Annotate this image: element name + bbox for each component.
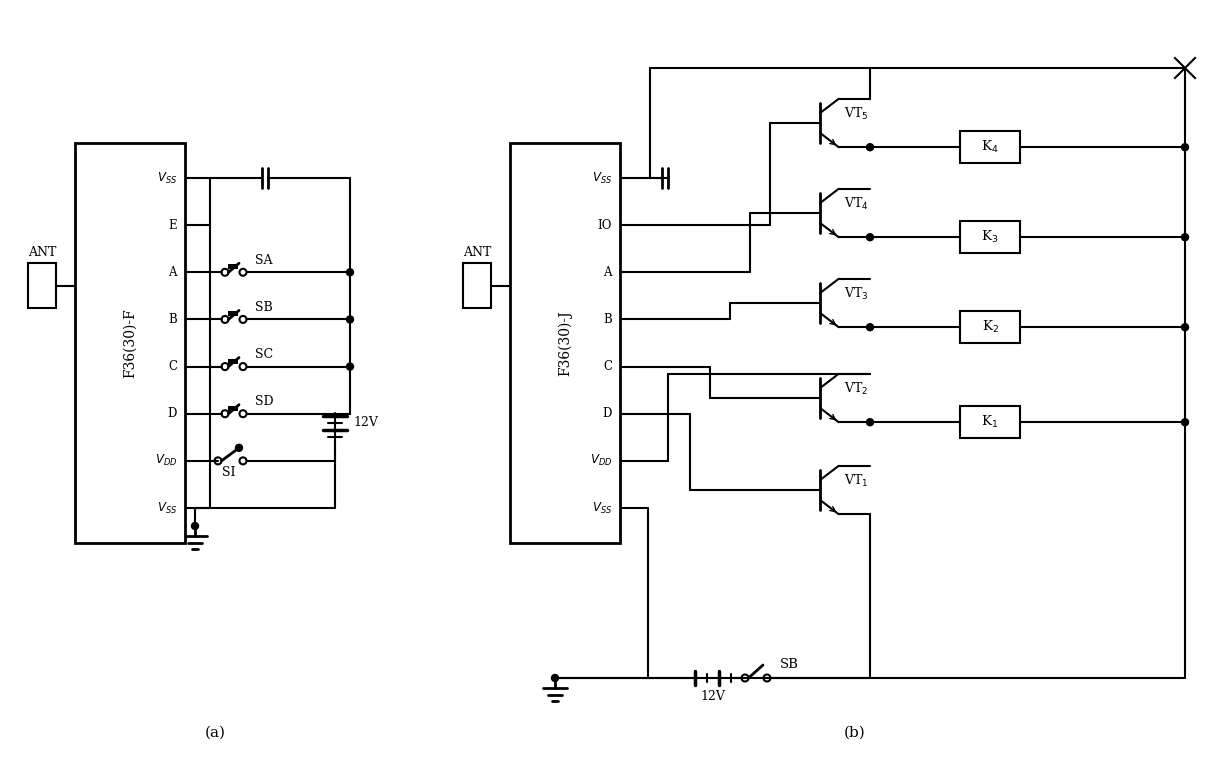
Circle shape (551, 675, 559, 681)
Text: VT$_1$: VT$_1$ (844, 473, 869, 490)
Circle shape (1181, 418, 1188, 426)
Text: (b): (b) (844, 726, 866, 740)
Circle shape (866, 233, 873, 241)
Text: VT$_4$: VT$_4$ (844, 196, 869, 212)
Circle shape (1181, 233, 1188, 241)
Circle shape (866, 418, 873, 426)
Text: K$_1$: K$_1$ (981, 414, 998, 431)
Text: VT$_2$: VT$_2$ (844, 381, 869, 397)
Text: (a): (a) (205, 726, 225, 740)
Bar (228, 406, 238, 411)
Text: 12V: 12V (701, 690, 725, 703)
Text: A: A (604, 266, 612, 279)
Text: SI: SI (222, 466, 235, 479)
Text: C: C (168, 360, 176, 373)
Bar (228, 359, 238, 364)
Circle shape (191, 522, 198, 530)
Text: SD: SD (255, 395, 273, 409)
Bar (463, 263, 491, 308)
Circle shape (347, 363, 354, 370)
Circle shape (1181, 324, 1188, 330)
Text: $V_{SS}$: $V_{SS}$ (157, 171, 176, 186)
Text: SB: SB (780, 657, 799, 671)
Text: SC: SC (255, 348, 273, 361)
Text: B: B (168, 313, 176, 326)
Text: ANT: ANT (28, 246, 56, 259)
Text: $V_{SS}$: $V_{SS}$ (592, 171, 612, 186)
Text: IO: IO (598, 218, 612, 232)
Circle shape (1181, 144, 1188, 151)
Text: K$_2$: K$_2$ (981, 319, 998, 335)
Text: 12V: 12V (353, 416, 377, 429)
Text: K$_4$: K$_4$ (981, 139, 998, 155)
Circle shape (347, 269, 354, 276)
Text: $V_{DD}$: $V_{DD}$ (154, 453, 176, 468)
Circle shape (347, 316, 354, 323)
Text: ANT: ANT (463, 246, 491, 259)
Circle shape (235, 444, 243, 451)
Bar (28, 263, 56, 308)
Text: $V_{SS}$: $V_{SS}$ (592, 500, 612, 515)
Text: C: C (603, 360, 612, 373)
Text: $V_{SS}$: $V_{SS}$ (157, 500, 176, 515)
Bar (960, 406, 1020, 438)
Text: SB: SB (255, 301, 273, 314)
Bar (960, 221, 1020, 253)
Text: B: B (603, 313, 612, 326)
Text: $V_{DD}$: $V_{DD}$ (589, 453, 612, 468)
Bar (228, 265, 238, 269)
Text: E: E (168, 218, 176, 232)
Text: K$_3$: K$_3$ (981, 229, 998, 246)
Text: SA: SA (255, 254, 272, 267)
Bar (510, 143, 620, 543)
Bar (960, 131, 1020, 163)
Circle shape (866, 324, 873, 330)
Bar (228, 312, 238, 316)
Text: D: D (603, 407, 612, 420)
Bar (960, 312, 1020, 343)
Text: VT$_5$: VT$_5$ (844, 106, 869, 123)
Text: VT$_3$: VT$_3$ (844, 287, 869, 302)
Bar (75, 143, 185, 543)
Circle shape (866, 144, 873, 151)
Text: D: D (168, 407, 176, 420)
Text: A: A (169, 266, 176, 279)
Text: F36(30)-J: F36(30)-J (557, 310, 572, 376)
Text: F36(30)-F: F36(30)-F (122, 308, 137, 378)
